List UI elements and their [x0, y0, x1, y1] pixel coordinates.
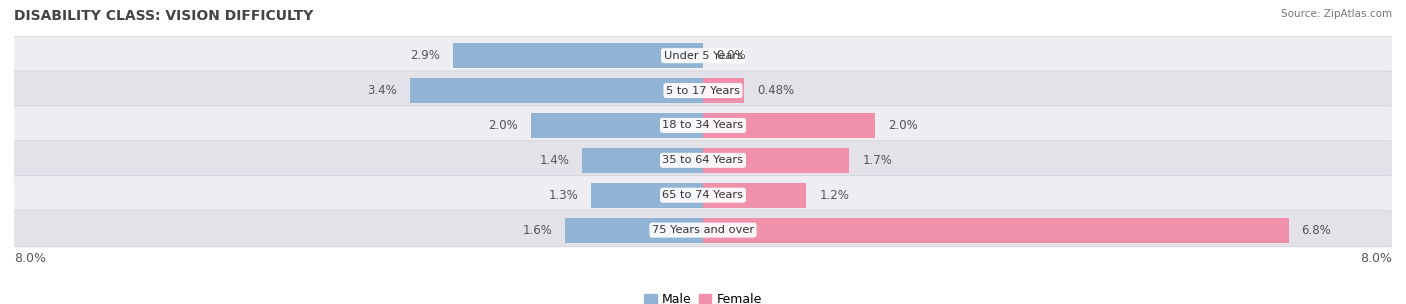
FancyBboxPatch shape: [11, 71, 1395, 107]
FancyBboxPatch shape: [11, 176, 1395, 212]
FancyBboxPatch shape: [11, 106, 1395, 142]
Text: Source: ZipAtlas.com: Source: ZipAtlas.com: [1281, 9, 1392, 19]
Text: 35 to 64 Years: 35 to 64 Years: [662, 155, 744, 165]
Text: DISABILITY CLASS: VISION DIFFICULTY: DISABILITY CLASS: VISION DIFFICULTY: [14, 9, 314, 23]
Text: 8.0%: 8.0%: [1360, 252, 1392, 265]
Text: 2.9%: 2.9%: [411, 49, 440, 62]
Text: 2.0%: 2.0%: [488, 119, 517, 132]
Text: 1.4%: 1.4%: [540, 154, 569, 167]
Bar: [531, 113, 703, 138]
Bar: [703, 113, 875, 138]
Bar: [703, 183, 807, 208]
Text: Under 5 Years: Under 5 Years: [664, 51, 742, 61]
Legend: Male, Female: Male, Female: [640, 288, 766, 304]
Bar: [565, 218, 703, 243]
Text: 1.3%: 1.3%: [548, 189, 578, 202]
Bar: [411, 78, 703, 103]
Text: 2.0%: 2.0%: [889, 119, 918, 132]
Text: 1.7%: 1.7%: [862, 154, 893, 167]
Text: 1.2%: 1.2%: [820, 189, 849, 202]
FancyBboxPatch shape: [11, 141, 1395, 177]
Text: 8.0%: 8.0%: [14, 252, 46, 265]
Text: 5 to 17 Years: 5 to 17 Years: [666, 85, 740, 95]
Bar: [703, 218, 1289, 243]
Bar: [703, 148, 849, 173]
Text: 0.0%: 0.0%: [716, 49, 745, 62]
Bar: [582, 148, 703, 173]
Text: 75 Years and over: 75 Years and over: [652, 225, 754, 235]
Bar: [703, 78, 744, 103]
Bar: [591, 183, 703, 208]
Text: 3.4%: 3.4%: [367, 84, 398, 97]
Text: 6.8%: 6.8%: [1302, 224, 1331, 237]
FancyBboxPatch shape: [11, 211, 1395, 247]
Text: 1.6%: 1.6%: [523, 224, 553, 237]
Text: 65 to 74 Years: 65 to 74 Years: [662, 190, 744, 200]
FancyBboxPatch shape: [11, 36, 1395, 72]
Text: 18 to 34 Years: 18 to 34 Years: [662, 120, 744, 130]
Bar: [453, 43, 703, 68]
Text: 0.48%: 0.48%: [758, 84, 794, 97]
